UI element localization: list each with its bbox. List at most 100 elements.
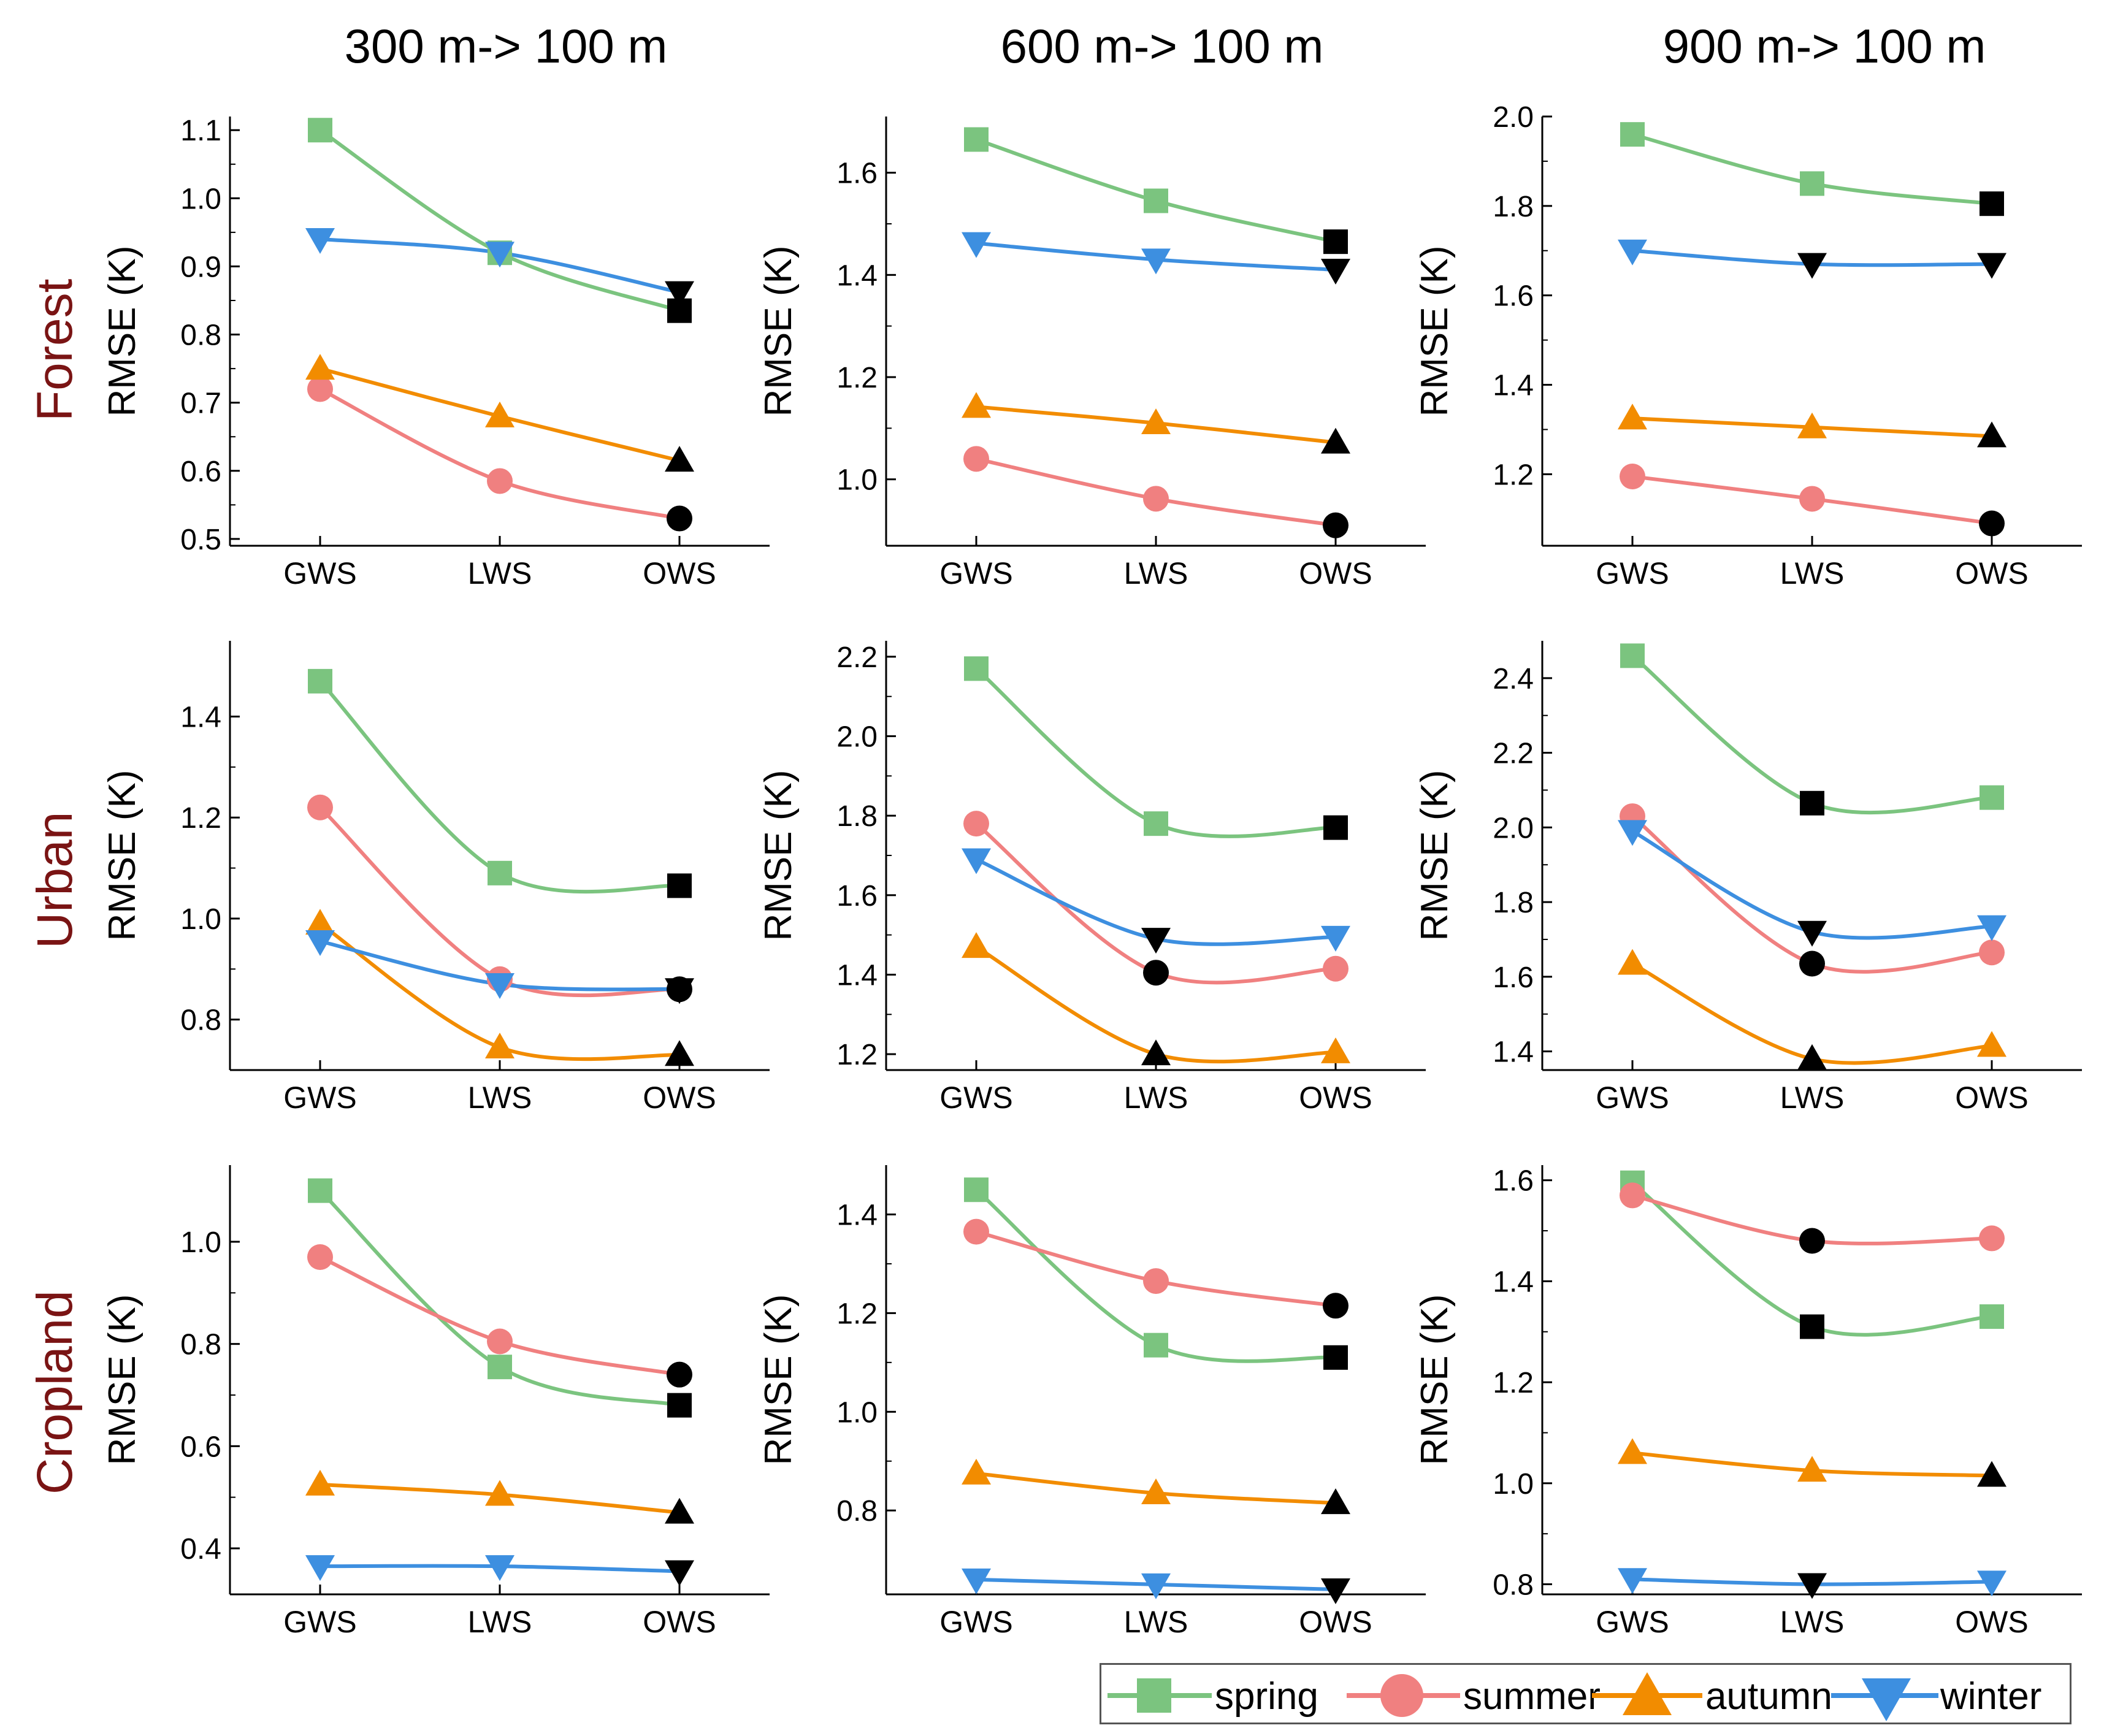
x-tick-label: OWS bbox=[643, 1605, 716, 1639]
y-tick-label: 0.8 bbox=[836, 1495, 878, 1528]
y-tick-label: 0.9 bbox=[180, 251, 221, 283]
y-tick-label: 2.4 bbox=[1493, 663, 1534, 695]
point-spring-OWS bbox=[667, 1393, 692, 1418]
y-tick-label: 0.8 bbox=[1493, 1569, 1534, 1602]
y-tick-label: 1.8 bbox=[836, 800, 878, 833]
y-tick-label: 1.2 bbox=[836, 1298, 878, 1330]
point-winter-LWS bbox=[1141, 248, 1171, 275]
point-autumn-LWS bbox=[1141, 1478, 1171, 1505]
point-winter-OWS bbox=[1977, 1570, 2006, 1597]
point-spring-LWS bbox=[1144, 1333, 1168, 1358]
y-tick-label: 1.2 bbox=[180, 802, 221, 835]
x-tick-label: OWS bbox=[1955, 556, 2028, 591]
y-tick-label: 1.2 bbox=[836, 362, 878, 394]
point-winter-OWS bbox=[1321, 925, 1350, 952]
point-winter-LWS bbox=[1797, 920, 1827, 947]
legend-item-autumn: autumn bbox=[1592, 1665, 1837, 1726]
point-summer-OWS bbox=[1979, 939, 2005, 966]
point-winter-LWS bbox=[485, 242, 515, 268]
point-autumn-OWS bbox=[1977, 1461, 2006, 1487]
x-tick-label: GWS bbox=[939, 1080, 1012, 1115]
chart-forest-1: 0.5 0.6 0.7 0.8 0.9 1.0 1.1 GWS LWS OWS RMSE (K) bbox=[101, 115, 770, 591]
point-autumn-LWS bbox=[1141, 1039, 1171, 1066]
point-autumn-LWS bbox=[1797, 1044, 1827, 1070]
point-autumn-OWS bbox=[665, 1497, 694, 1524]
y-axis-label: RMSE (K) bbox=[1414, 246, 1456, 417]
point-autumn-OWS bbox=[665, 446, 694, 472]
point-summer-OWS bbox=[1323, 512, 1348, 538]
chart-cropland-2: 0.8 1.0 1.2 1.4 GWS LWS OWS RMSE (K) bbox=[757, 1165, 1426, 1639]
point-winter-GWS bbox=[962, 848, 991, 874]
chart-forest-2: 1.0 1.2 1.4 1.6 GWS LWS OWS RMSE (K) bbox=[757, 117, 1426, 591]
point-summer-LWS bbox=[487, 468, 513, 494]
point-autumn-OWS bbox=[1977, 1031, 2006, 1057]
point-spring-LWS bbox=[1800, 790, 1824, 816]
point-spring-OWS bbox=[1323, 815, 1348, 840]
point-autumn-GWS bbox=[1618, 403, 1647, 430]
legend-item-winter: winter bbox=[1831, 1665, 2070, 1726]
y-tick-label: 1.0 bbox=[180, 903, 221, 936]
x-tick-label: OWS bbox=[643, 556, 716, 591]
point-winter-LWS bbox=[485, 1555, 515, 1581]
point-summer-GWS bbox=[307, 1244, 333, 1270]
point-autumn-LWS bbox=[485, 1032, 515, 1058]
y-tick-label: 1.2 bbox=[1493, 459, 1534, 491]
column-title-2: 600 m-> 100 m bbox=[1000, 19, 1324, 73]
point-winter-GWS bbox=[1618, 820, 1647, 846]
y-tick-label: 2.0 bbox=[1493, 812, 1534, 844]
series-line-spring bbox=[975, 667, 1336, 838]
y-tick-label: 0.4 bbox=[180, 1533, 221, 1566]
x-tick-label: OWS bbox=[643, 1080, 716, 1115]
chart-urban-1: 0.8 1.0 1.2 1.4 GWS LWS OWS RMSE (K) bbox=[101, 641, 770, 1115]
x-tick-label: LWS bbox=[1124, 556, 1188, 591]
point-winter-OWS bbox=[1977, 253, 2006, 279]
y-tick-label: 1.0 bbox=[180, 1226, 221, 1259]
series-line-spring bbox=[319, 128, 680, 313]
y-tick-label: 1.2 bbox=[1493, 1367, 1534, 1399]
point-autumn-OWS bbox=[1321, 1037, 1350, 1063]
point-autumn-LWS bbox=[1141, 408, 1171, 434]
y-axis-label: RMSE (K) bbox=[757, 770, 800, 941]
point-spring-OWS bbox=[1323, 229, 1348, 254]
legend-swatch-spring bbox=[1107, 1678, 1212, 1713]
y-tick-label: 1.6 bbox=[1493, 962, 1534, 994]
point-spring-OWS bbox=[1980, 1304, 2004, 1329]
y-axis-label: RMSE (K) bbox=[1414, 770, 1456, 941]
point-autumn-LWS bbox=[485, 1480, 515, 1506]
point-spring-LWS bbox=[1800, 171, 1824, 196]
y-tick-label: 1.4 bbox=[1493, 1266, 1534, 1298]
point-winter-GWS bbox=[305, 1555, 335, 1581]
point-autumn-GWS bbox=[305, 909, 335, 935]
point-autumn-LWS bbox=[1797, 412, 1827, 438]
legend-item-spring: spring bbox=[1101, 1665, 1347, 1726]
x-tick-label: GWS bbox=[1596, 1605, 1669, 1639]
series-line-spring bbox=[1631, 654, 1992, 815]
chart-urban-3: 1.4 1.6 1.8 2.0 2.2 2.4 GWS LWS OWS RMSE (K) bbox=[1414, 641, 2082, 1115]
y-tick-label: 0.8 bbox=[180, 1004, 221, 1037]
point-spring-GWS bbox=[964, 127, 989, 152]
point-summer-OWS bbox=[1979, 510, 2005, 537]
point-summer-GWS bbox=[307, 794, 333, 820]
y-axis-label: RMSE (K) bbox=[757, 1294, 800, 1466]
point-spring-OWS bbox=[1323, 1345, 1348, 1370]
y-tick-label: 1.6 bbox=[836, 880, 878, 912]
x-tick-label: LWS bbox=[468, 556, 532, 591]
legend-label-autumn: autumn bbox=[1705, 1675, 1832, 1718]
x-tick-label: GWS bbox=[283, 1605, 356, 1639]
x-tick-label: OWS bbox=[1299, 556, 1372, 591]
y-axis-label: RMSE (K) bbox=[757, 246, 800, 417]
point-autumn-OWS bbox=[665, 1040, 694, 1066]
y-tick-label: 1.4 bbox=[1493, 1036, 1534, 1069]
point-spring-GWS bbox=[308, 118, 332, 143]
column-title-3: 900 m-> 100 m bbox=[1662, 19, 1986, 73]
y-tick-label: 0.7 bbox=[180, 388, 221, 420]
y-tick-label: 1.2 bbox=[836, 1039, 878, 1071]
x-tick-label: GWS bbox=[283, 556, 356, 591]
point-winter-LWS bbox=[1797, 1573, 1827, 1599]
point-winter-GWS bbox=[305, 228, 335, 254]
point-winter-GWS bbox=[962, 1568, 991, 1594]
point-autumn-OWS bbox=[1321, 427, 1350, 454]
x-tick-label: LWS bbox=[468, 1605, 532, 1639]
legend-label-spring: spring bbox=[1215, 1675, 1318, 1718]
